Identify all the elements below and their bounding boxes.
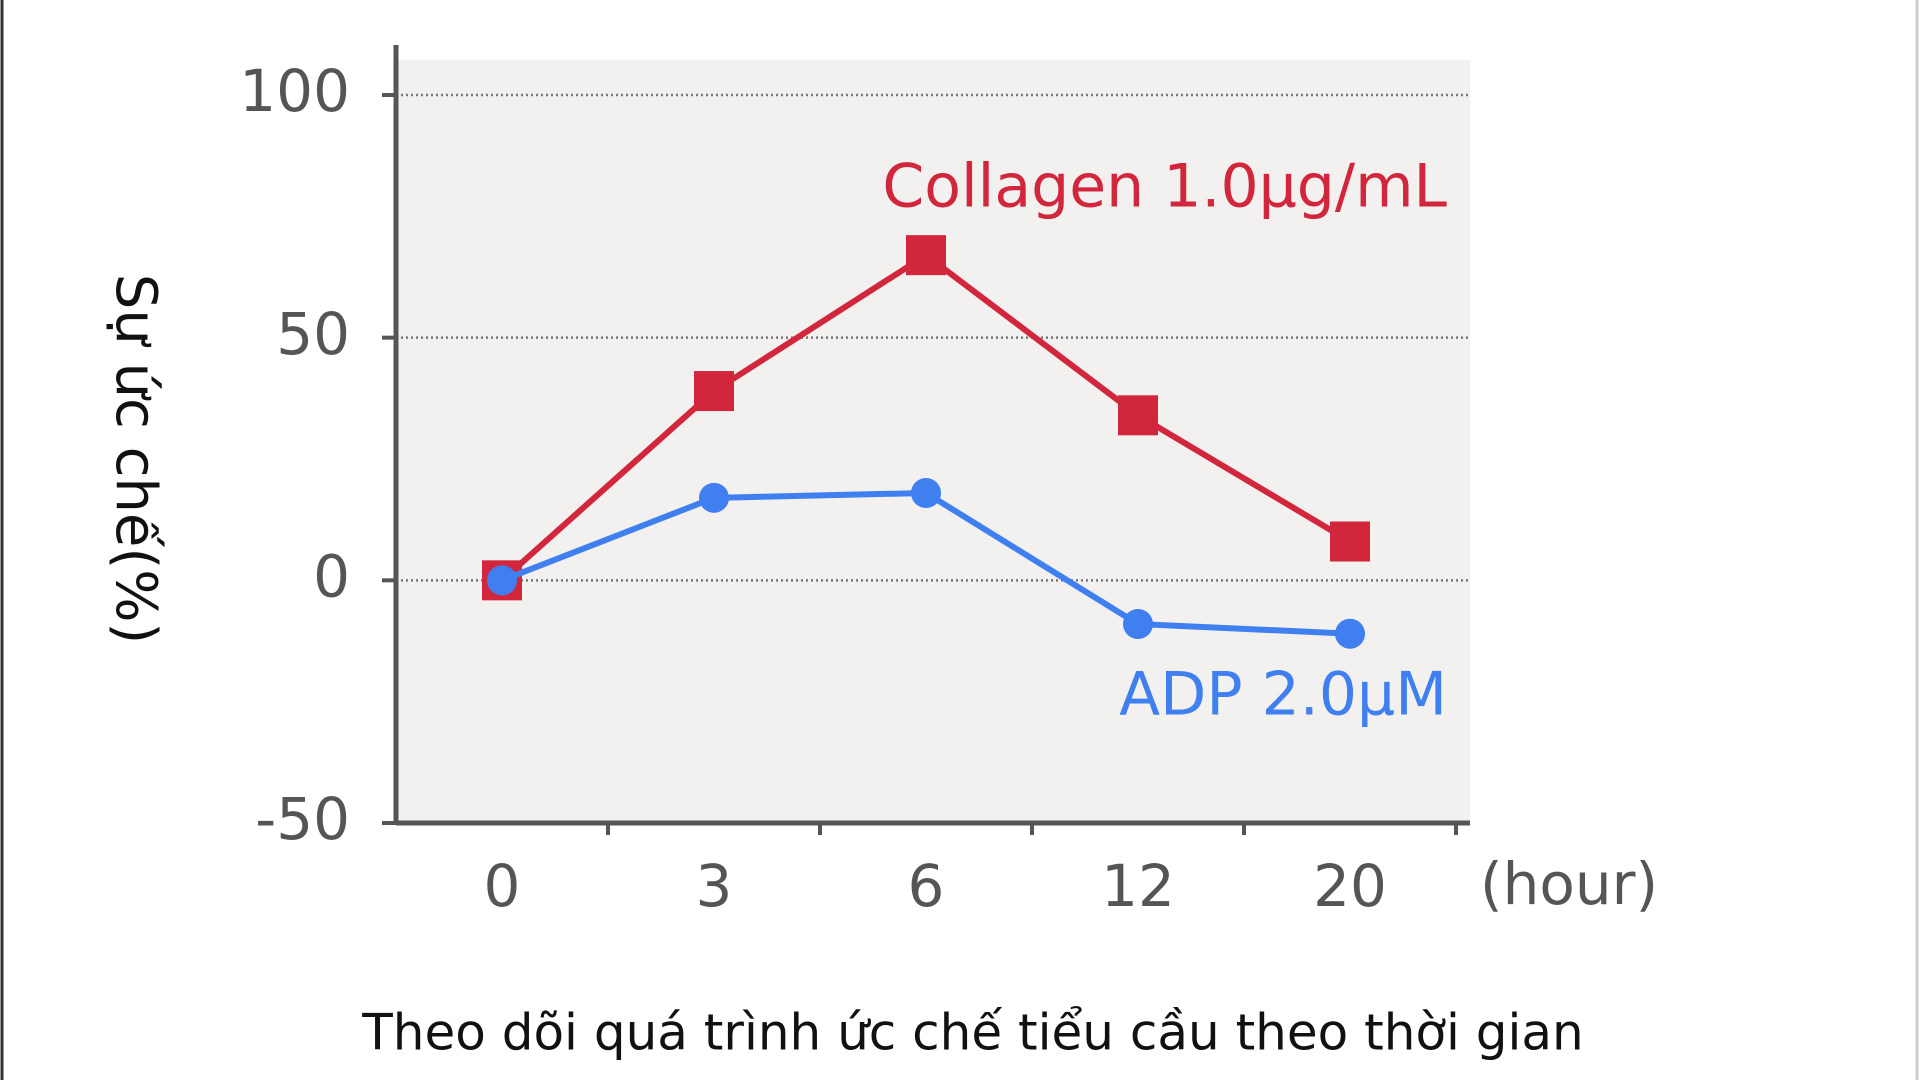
point <box>1335 618 1365 649</box>
point <box>1118 395 1158 436</box>
plot-background <box>398 60 1470 822</box>
point <box>1123 609 1153 640</box>
point <box>699 482 729 513</box>
x-tick-label: 20 <box>1313 852 1387 920</box>
point <box>906 235 946 276</box>
caption: Theo dõi quá trình ức chế tiểu cầu theo … <box>361 1004 1584 1062</box>
point <box>1330 521 1370 562</box>
point <box>911 477 941 508</box>
x-tick-label: 12 <box>1101 852 1175 920</box>
x-tick-label: 0 <box>484 852 521 920</box>
point <box>694 371 734 412</box>
x-tick-label: 6 <box>908 852 945 920</box>
point <box>487 565 517 596</box>
x-axis-label: (hour) <box>1480 850 1658 918</box>
y-tick-label: 0 <box>313 542 350 610</box>
x-tick-label: 3 <box>696 852 733 920</box>
y-axis-label: Sự ức chế(%) <box>103 274 168 645</box>
series-label: Collagen 1.0μg/mL <box>882 152 1447 222</box>
y-tick-label: 50 <box>276 300 350 368</box>
y-tick-label: -50 <box>255 785 350 853</box>
y-tick-label: 100 <box>239 57 350 125</box>
series-label: ADP 2.0μM <box>1119 660 1447 730</box>
